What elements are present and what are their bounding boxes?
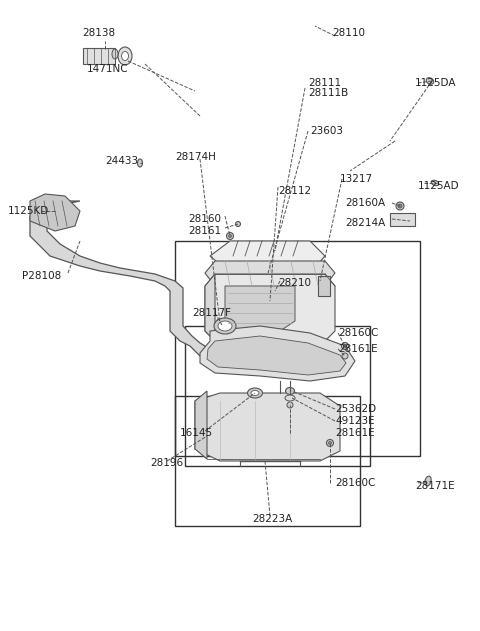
Bar (185, 326, 370, 466)
Text: 25362D: 25362D (335, 404, 376, 414)
Text: 1471NC: 1471NC (87, 64, 129, 74)
Text: 28160C: 28160C (338, 328, 378, 338)
Ellipse shape (121, 52, 129, 61)
Ellipse shape (137, 159, 143, 167)
Polygon shape (195, 391, 207, 459)
Text: 28161E: 28161E (335, 428, 374, 438)
Bar (175, 241, 420, 456)
Text: 28161E: 28161E (338, 344, 378, 354)
Ellipse shape (326, 440, 334, 447)
Polygon shape (390, 213, 415, 226)
Polygon shape (207, 336, 346, 375)
Ellipse shape (286, 387, 295, 394)
Text: 28214A: 28214A (345, 218, 385, 228)
Text: 28223A: 28223A (252, 514, 292, 524)
Text: 28110: 28110 (332, 28, 365, 38)
Ellipse shape (227, 232, 233, 240)
Polygon shape (195, 393, 340, 461)
Text: 28111B: 28111B (308, 88, 348, 98)
Text: 28160C: 28160C (335, 478, 375, 488)
Ellipse shape (236, 221, 240, 227)
Ellipse shape (228, 235, 231, 237)
Polygon shape (318, 276, 330, 296)
Text: 23603: 23603 (310, 126, 343, 136)
Ellipse shape (328, 442, 332, 444)
Polygon shape (30, 194, 80, 231)
Text: 24433: 24433 (105, 156, 138, 166)
Ellipse shape (251, 391, 259, 396)
Text: 28111: 28111 (308, 78, 341, 88)
Ellipse shape (112, 49, 118, 59)
Ellipse shape (216, 319, 224, 327)
Text: 28161: 28161 (188, 226, 221, 236)
Text: 28174H: 28174H (175, 152, 216, 162)
Polygon shape (205, 261, 335, 286)
Polygon shape (205, 274, 215, 341)
Text: 1125KD: 1125KD (8, 206, 49, 216)
Ellipse shape (341, 343, 348, 350)
Ellipse shape (398, 204, 402, 208)
Text: 28196: 28196 (150, 458, 183, 468)
Polygon shape (200, 326, 355, 381)
Text: 28210: 28210 (278, 278, 311, 288)
Ellipse shape (287, 402, 293, 408)
Polygon shape (210, 241, 325, 273)
Ellipse shape (431, 180, 439, 186)
Ellipse shape (214, 318, 236, 334)
Text: 28171E: 28171E (415, 481, 455, 491)
Ellipse shape (118, 47, 132, 65)
Text: 28160A: 28160A (345, 198, 385, 208)
PathPatch shape (30, 201, 205, 356)
Text: 1125DA: 1125DA (415, 78, 456, 88)
Text: 49123E: 49123E (335, 416, 374, 426)
Ellipse shape (248, 388, 263, 398)
Text: 16145: 16145 (180, 428, 213, 438)
Ellipse shape (285, 395, 295, 401)
Polygon shape (225, 286, 295, 331)
Ellipse shape (218, 321, 232, 331)
Ellipse shape (344, 345, 347, 348)
Ellipse shape (342, 353, 348, 359)
Text: 28138: 28138 (82, 28, 115, 38)
Polygon shape (83, 48, 115, 64)
Text: 28160: 28160 (188, 214, 221, 224)
Bar (175, 396, 360, 526)
Polygon shape (205, 274, 335, 341)
Text: 28112: 28112 (278, 186, 311, 196)
Ellipse shape (218, 321, 222, 325)
Text: 28117F: 28117F (192, 308, 231, 318)
Text: P28108: P28108 (22, 271, 61, 281)
Ellipse shape (426, 78, 434, 85)
Text: 1125AD: 1125AD (418, 181, 460, 191)
Ellipse shape (396, 202, 404, 210)
Text: 13217: 13217 (340, 174, 373, 184)
Ellipse shape (425, 476, 431, 486)
